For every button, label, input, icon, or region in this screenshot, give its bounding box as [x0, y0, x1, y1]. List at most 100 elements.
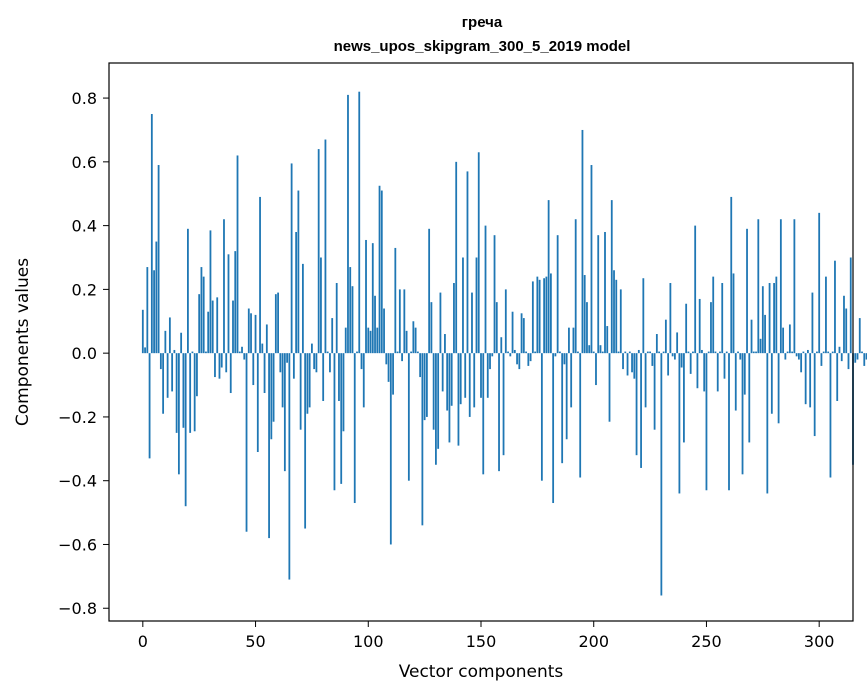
bar — [495, 302, 498, 354]
bar — [685, 303, 688, 354]
bar — [813, 353, 816, 437]
bar — [651, 353, 654, 366]
bar — [613, 270, 615, 354]
bar — [757, 219, 760, 354]
bar — [779, 219, 782, 354]
bar — [498, 353, 500, 472]
bar — [572, 327, 575, 354]
bar — [205, 351, 207, 354]
bar — [493, 235, 496, 354]
bar — [338, 353, 340, 401]
bar — [696, 353, 699, 389]
bar — [416, 351, 419, 354]
bar — [586, 302, 588, 354]
bar — [453, 283, 455, 354]
bar — [525, 351, 527, 354]
bar — [223, 219, 225, 354]
bar — [290, 163, 293, 354]
bar — [797, 353, 800, 360]
bar — [664, 319, 667, 354]
bar — [624, 351, 627, 354]
bar — [313, 353, 316, 370]
y-tick-label: 0.8 — [72, 89, 97, 108]
bar — [349, 267, 352, 354]
bar — [719, 351, 721, 354]
bar — [631, 353, 633, 373]
bar — [777, 353, 780, 424]
bar — [385, 353, 388, 365]
bar — [538, 279, 541, 354]
bar — [795, 353, 798, 357]
bar — [825, 276, 827, 354]
bar — [286, 353, 289, 363]
bar — [256, 353, 259, 453]
bar — [263, 353, 266, 394]
bar — [374, 295, 376, 354]
bar — [398, 289, 401, 354]
bar — [335, 283, 338, 354]
bar — [716, 353, 719, 392]
x-axis-label: Vector components — [399, 662, 564, 682]
bar — [243, 353, 246, 360]
bar — [419, 353, 422, 378]
x-tick-label: 150 — [466, 632, 497, 651]
bar — [207, 311, 210, 354]
bar — [225, 353, 228, 373]
bar — [277, 292, 279, 354]
bar — [597, 235, 600, 354]
bar — [214, 353, 216, 378]
bar — [577, 351, 579, 354]
bar — [227, 254, 230, 354]
y-tick-label: −0.8 — [58, 599, 97, 618]
bar — [559, 351, 561, 354]
bar — [425, 353, 428, 417]
bar — [728, 353, 730, 491]
bar — [809, 353, 812, 408]
bar — [484, 225, 487, 354]
bar — [653, 353, 656, 430]
bar — [270, 353, 273, 440]
bar — [347, 94, 349, 354]
bar — [448, 353, 451, 443]
bar — [673, 353, 676, 360]
bar — [148, 353, 151, 459]
bar — [168, 317, 171, 354]
x-tick-label: 250 — [691, 632, 722, 651]
y-tick-label: 0.2 — [72, 280, 97, 299]
bar — [189, 353, 192, 433]
bar — [847, 353, 850, 370]
bar — [818, 212, 821, 354]
bar — [788, 324, 791, 354]
bar — [403, 289, 406, 354]
bar — [360, 353, 363, 370]
bar — [861, 351, 863, 354]
bar — [827, 351, 830, 354]
bar — [200, 267, 203, 354]
bar — [838, 346, 841, 354]
bar — [622, 353, 624, 370]
bar — [306, 353, 309, 414]
bar — [218, 353, 221, 379]
bar — [725, 351, 728, 354]
bar — [444, 334, 446, 354]
bar — [547, 200, 550, 354]
bar — [414, 327, 417, 354]
bar — [588, 345, 591, 354]
bar — [220, 353, 223, 368]
y-axis-ticks: −0.8 −0.6 −0.4 −0.2 0.0 0.2 0.4 0.6 0.8 — [58, 89, 109, 618]
bar — [680, 353, 683, 368]
bar — [437, 353, 440, 449]
bar — [863, 353, 866, 366]
bar — [649, 351, 651, 354]
bar — [703, 353, 706, 392]
bar — [196, 353, 198, 397]
bar — [369, 330, 372, 354]
bar — [642, 278, 645, 354]
bar — [329, 353, 331, 373]
bar — [367, 327, 370, 354]
bar — [209, 230, 212, 354]
bar — [854, 353, 857, 363]
bar — [640, 353, 642, 468]
bar — [144, 347, 146, 354]
